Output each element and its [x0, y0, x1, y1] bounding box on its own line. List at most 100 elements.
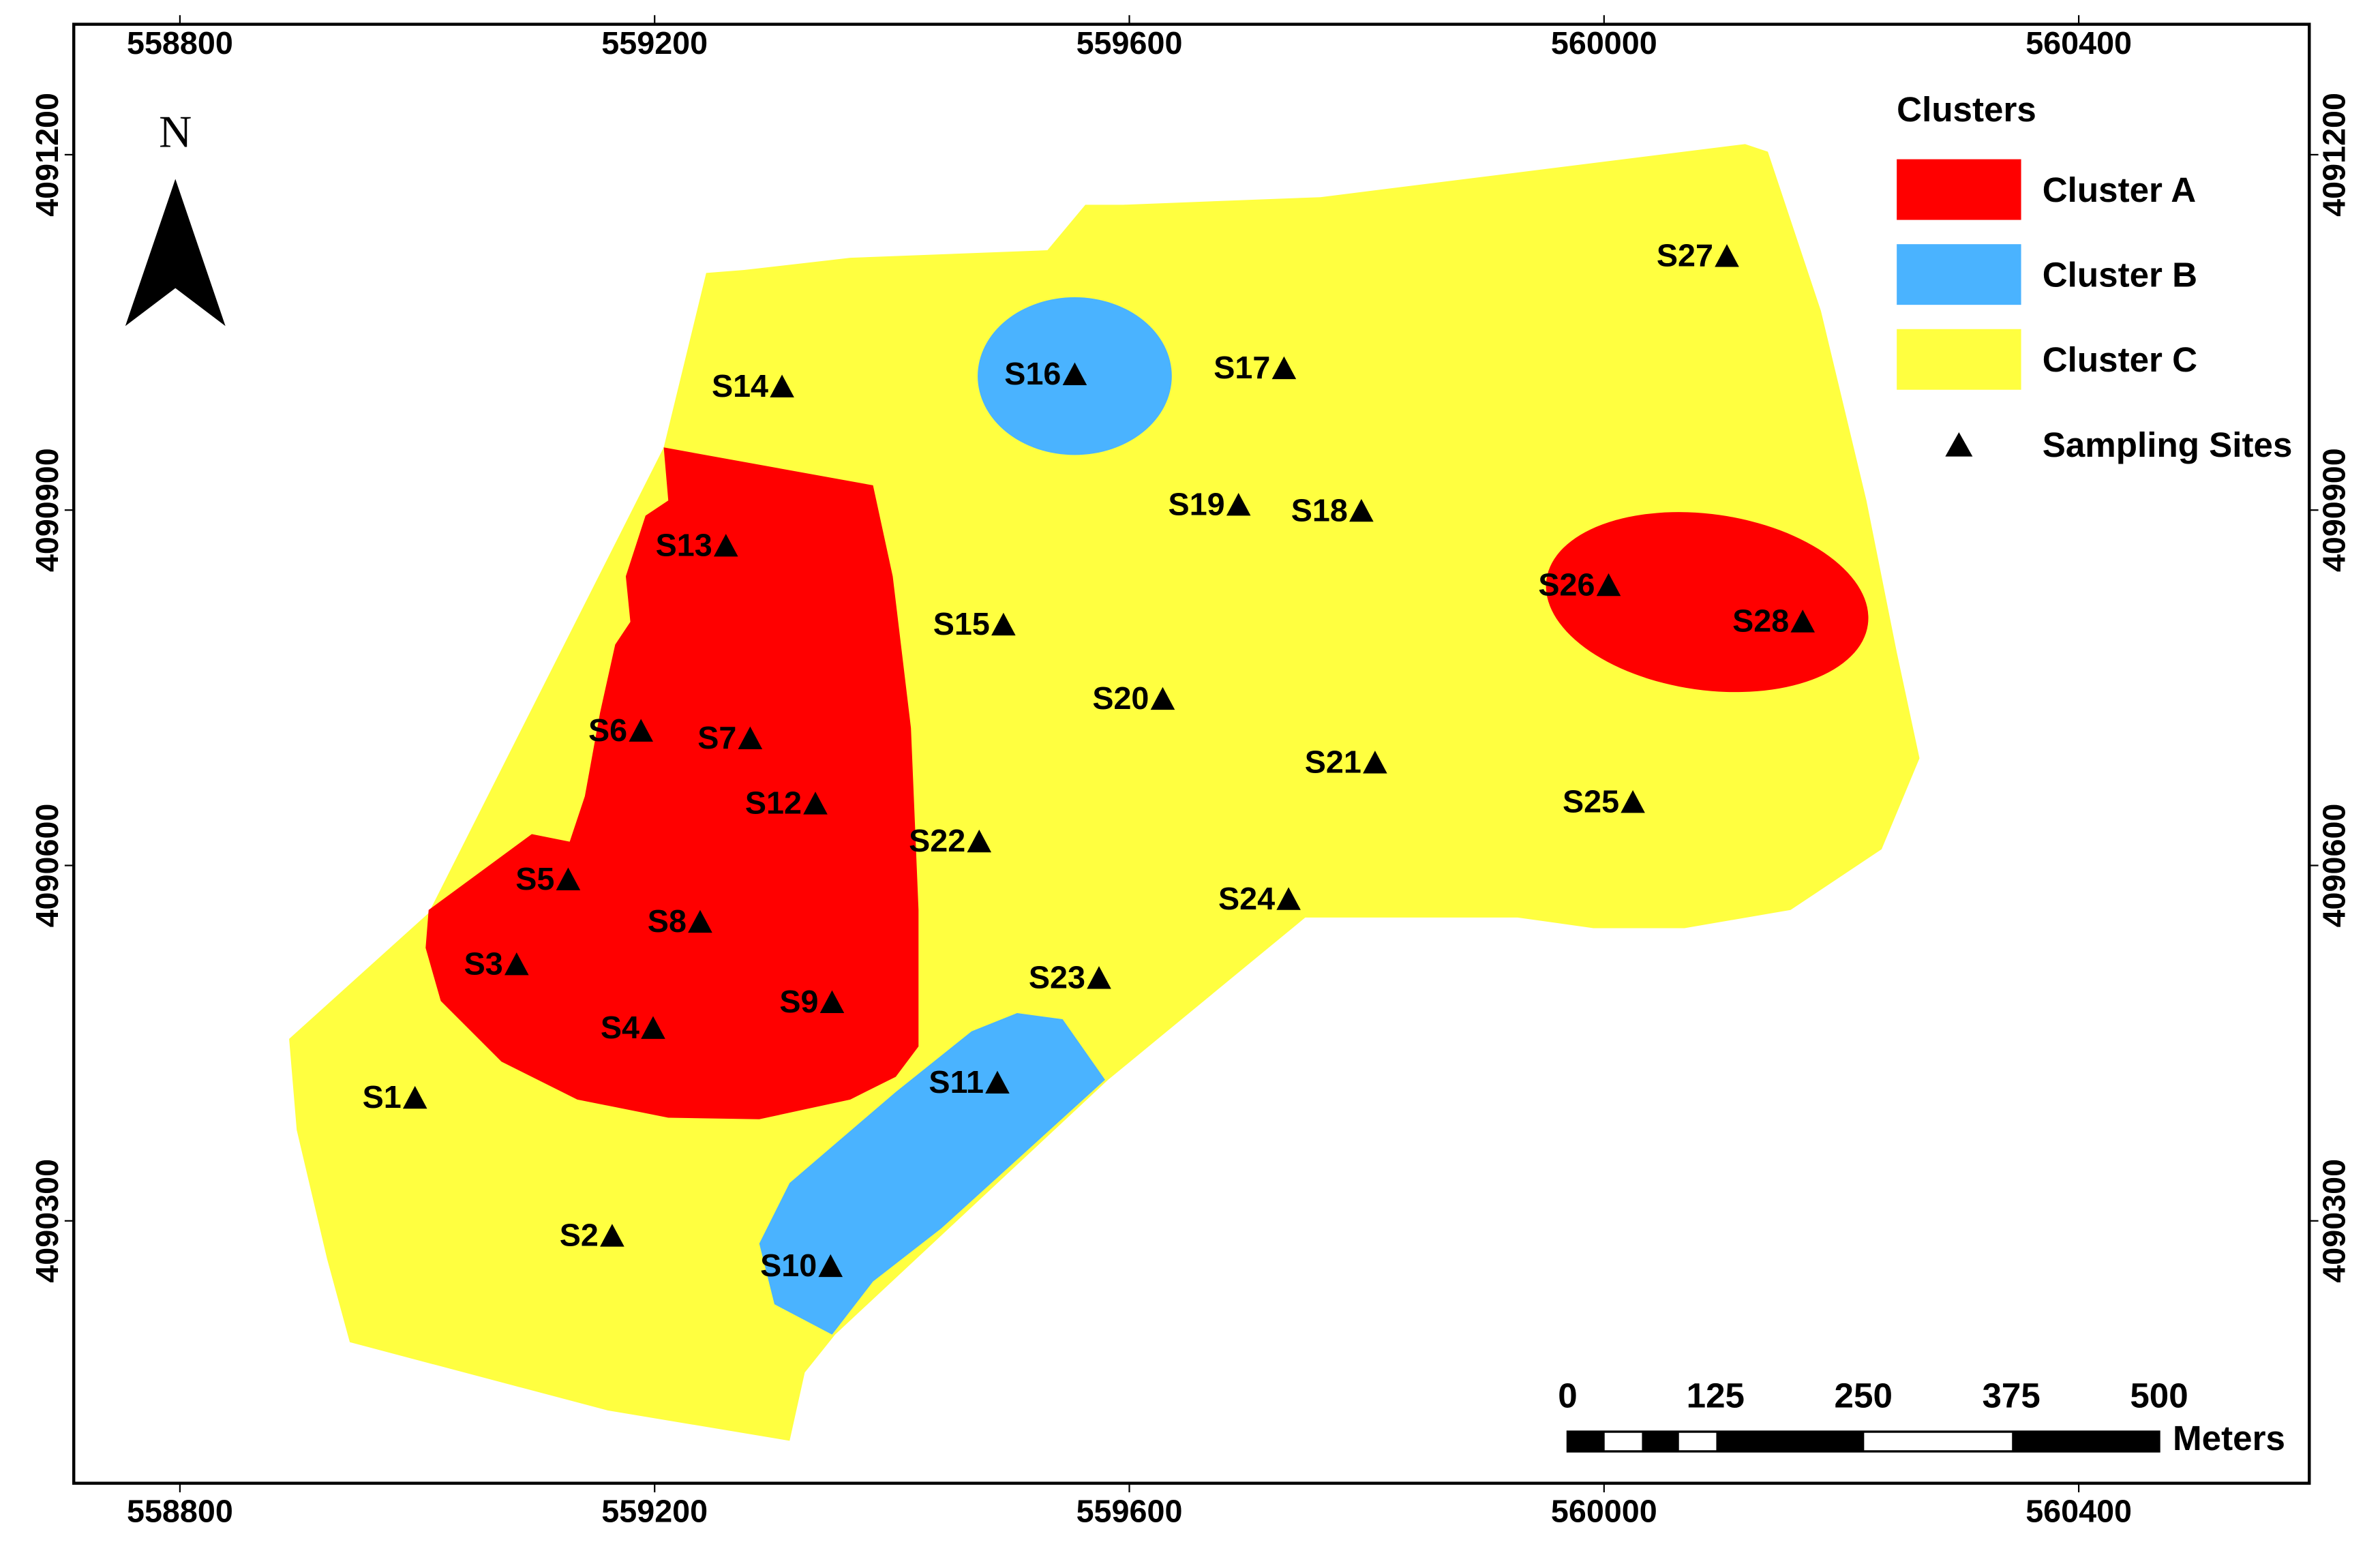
- site-marker: [1150, 687, 1175, 710]
- cluster-b-area: [759, 1013, 1105, 1335]
- x-tick-label: 560000: [1551, 25, 1657, 61]
- scale-segment: [1716, 1432, 1865, 1451]
- cluster-a-area: [425, 447, 919, 1119]
- site-label: S16: [1004, 356, 1061, 391]
- site-marker: [1087, 966, 1111, 989]
- site-label: S7: [697, 720, 736, 755]
- legend-swatch: [1897, 159, 2021, 220]
- site-label: S24: [1218, 881, 1275, 916]
- legend-symbol: [1945, 432, 1973, 457]
- scale-tick-label: 250: [1835, 1376, 1893, 1415]
- site-marker: [770, 374, 794, 397]
- site-marker: [641, 1016, 665, 1039]
- x-tick-label: 559600: [1076, 1494, 1183, 1529]
- scale-tick-label: 0: [1558, 1376, 1577, 1415]
- site-label: S21: [1305, 744, 1361, 780]
- y-tick-label: 4090900: [29, 448, 65, 572]
- y-tick-label: 4091200: [2317, 93, 2352, 217]
- legend-label: Cluster C: [2043, 340, 2197, 379]
- legend-swatch: [1897, 329, 2021, 390]
- site-label: S14: [712, 368, 768, 404]
- site-label: S19: [1169, 486, 1225, 522]
- site-label: S20: [1092, 680, 1149, 716]
- site-marker: [1621, 790, 1645, 813]
- y-tick-label: 4090300: [2317, 1159, 2352, 1283]
- x-tick-label: 559600: [1076, 25, 1183, 61]
- site-marker: [818, 1254, 843, 1278]
- site-marker: [738, 726, 763, 749]
- site-label: S2: [560, 1218, 599, 1253]
- site-label: S25: [1563, 783, 1619, 819]
- site-label: S3: [464, 946, 503, 981]
- site-marker: [1790, 609, 1816, 633]
- site-label: S5: [515, 861, 554, 896]
- y-tick-label: 4090600: [2317, 804, 2352, 928]
- site-marker: [819, 990, 845, 1014]
- site-marker: [629, 719, 653, 742]
- scale-bar: [1566, 1430, 2160, 1453]
- x-tick-label: 558800: [127, 25, 233, 61]
- site-label: S6: [588, 712, 627, 748]
- site-label: S4: [601, 1010, 639, 1045]
- site-marker: [967, 829, 992, 853]
- legend-title: Clusters: [1897, 90, 2036, 129]
- site-marker: [1596, 573, 1621, 597]
- cluster-a-area: [1546, 512, 1869, 693]
- site-marker: [985, 1070, 1010, 1094]
- site-marker: [713, 534, 738, 557]
- site-label: S15: [933, 606, 990, 642]
- site-marker: [1349, 498, 1374, 522]
- x-tick-label: 559200: [601, 25, 708, 61]
- x-tick-label: 560000: [1551, 1494, 1657, 1529]
- site-marker: [1226, 492, 1251, 516]
- site-label: S11: [929, 1064, 984, 1100]
- y-tick-label: 4090900: [2317, 448, 2352, 572]
- site-label: S27: [1657, 238, 1713, 273]
- scale-segment: [1567, 1432, 1605, 1451]
- legend-label: Cluster A: [2043, 170, 2197, 209]
- site-label: S9: [779, 984, 818, 1019]
- y-tick-label: 4091200: [29, 93, 65, 217]
- site-label: S8: [648, 903, 687, 939]
- y-tick-label: 4090300: [29, 1159, 65, 1283]
- scale-segment: [2012, 1432, 2160, 1451]
- site-marker: [1271, 356, 1297, 380]
- site-label: S10: [760, 1248, 817, 1283]
- site-marker: [1062, 362, 1087, 386]
- site-marker: [504, 952, 529, 976]
- site-label: S23: [1029, 959, 1085, 995]
- site-marker: [402, 1085, 427, 1109]
- x-tick-label: 558800: [127, 1494, 233, 1529]
- site-label: S17: [1214, 350, 1270, 385]
- site-label: S1: [363, 1079, 402, 1115]
- site-label: S12: [745, 785, 802, 821]
- site-label: S18: [1291, 492, 1348, 528]
- site-marker: [1276, 887, 1301, 910]
- site-marker: [1715, 244, 1739, 267]
- site-label: S26: [1538, 567, 1595, 602]
- north-arrow: [125, 179, 226, 327]
- site-marker: [688, 909, 712, 933]
- x-tick-label: 560400: [2025, 1494, 2132, 1529]
- scale-segment: [1642, 1432, 1679, 1451]
- x-tick-label: 560400: [2025, 25, 2132, 61]
- legend-label: Sampling Sites: [2043, 425, 2293, 464]
- north-label: N: [159, 108, 192, 157]
- scale-unit: Meters: [2173, 1419, 2285, 1458]
- site-label: S22: [909, 823, 965, 858]
- site-marker: [1363, 751, 1387, 774]
- site-marker: [991, 612, 1016, 636]
- y-tick-label: 4090600: [29, 804, 65, 928]
- scale-tick-label: 375: [1982, 1376, 2040, 1415]
- site-marker: [600, 1224, 624, 1247]
- x-tick-label: 559200: [601, 1494, 708, 1529]
- legend-label: Cluster B: [2043, 256, 2197, 295]
- scale-tick-label: 125: [1687, 1376, 1745, 1415]
- legend-swatch: [1897, 244, 2021, 305]
- scale-tick-label: 500: [2130, 1376, 2188, 1415]
- site-label: S13: [656, 527, 712, 562]
- site-marker: [556, 867, 581, 890]
- site-marker: [803, 791, 828, 815]
